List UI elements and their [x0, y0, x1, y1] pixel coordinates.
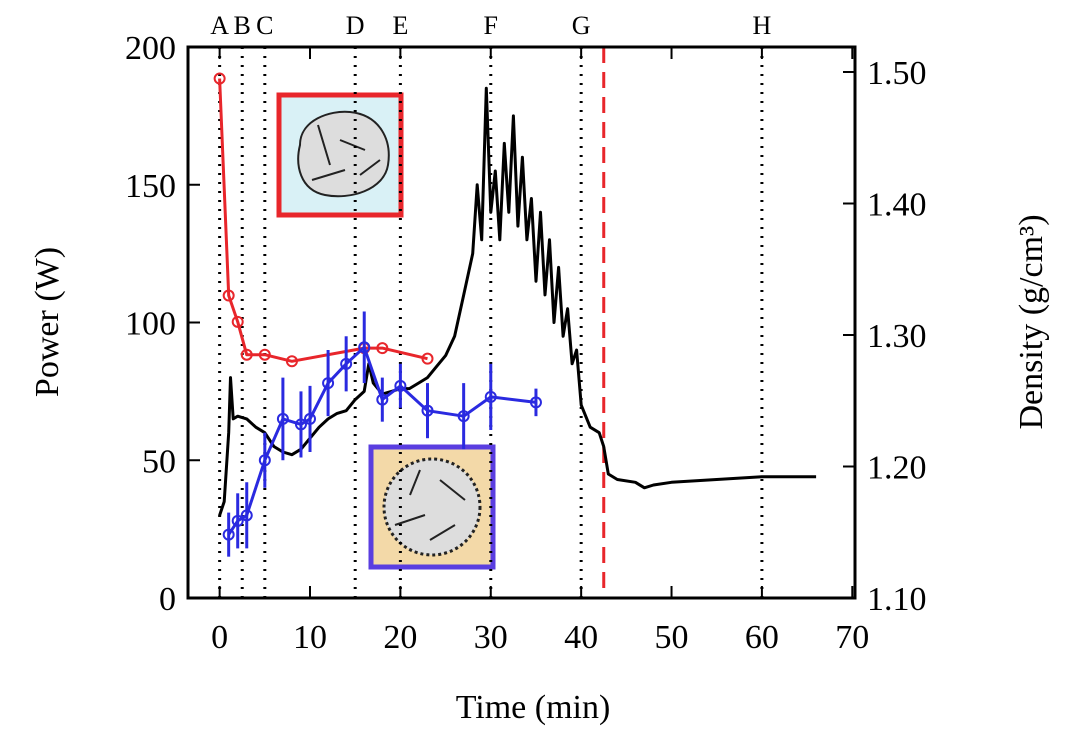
y-tick-label: 50: [142, 443, 176, 480]
marker-label: E: [392, 11, 408, 40]
x-tick-label: 20: [383, 619, 417, 656]
point: [394, 379, 407, 392]
x-tick-label: 40: [564, 619, 598, 656]
y2-tick-label: 1.10: [867, 581, 927, 618]
point: [231, 514, 244, 527]
marker-label: G: [572, 11, 591, 40]
point: [240, 509, 253, 522]
y2-tick-label: 1.50: [867, 55, 927, 92]
series-line: [218, 86, 817, 516]
x-tick-label: 30: [474, 619, 508, 656]
point: [322, 377, 335, 390]
y2-tick-label: 1.40: [867, 186, 927, 223]
point: [222, 528, 235, 541]
marker-label: B: [234, 11, 251, 40]
point: [222, 289, 235, 302]
y2-tick-label: 1.20: [867, 449, 927, 486]
y-tick-label: 0: [159, 581, 176, 618]
marker-label: F: [484, 11, 498, 40]
point: [421, 352, 434, 365]
y2-axis-title: Density (g/cm³): [1013, 214, 1050, 429]
point: [231, 315, 244, 328]
y-tick-label: 150: [125, 168, 176, 205]
point: [285, 355, 298, 368]
point: [213, 72, 226, 85]
point: [294, 418, 307, 431]
marker-label: D: [346, 11, 365, 40]
point: [421, 404, 434, 417]
marker-label: C: [256, 11, 273, 40]
series-line: [218, 78, 428, 363]
y-tick-label: 100: [125, 306, 176, 343]
y2-tick-label: 1.30: [867, 318, 927, 355]
point: [484, 390, 497, 403]
point: [258, 454, 271, 467]
point: [276, 412, 289, 425]
x-axis-title: Time (min): [456, 689, 611, 726]
series-line: [227, 345, 537, 536]
y-tick-label: 200: [125, 30, 176, 67]
point: [340, 357, 353, 370]
point: [376, 342, 389, 355]
x-tick-label: 60: [745, 619, 779, 656]
marker-label: H: [753, 11, 772, 40]
y-axis-title: Power (W): [29, 247, 66, 397]
point: [529, 396, 542, 409]
point: [376, 393, 389, 406]
point: [258, 348, 271, 361]
point: [240, 348, 253, 361]
x-tick-label: 70: [835, 619, 869, 656]
x-tick-label: 50: [655, 619, 689, 656]
point: [304, 412, 317, 425]
x-tick-label: 0: [211, 619, 228, 656]
inset-bottom: [368, 444, 496, 570]
marker-label: A: [210, 11, 229, 40]
point: [457, 410, 470, 423]
inset-top: [276, 92, 404, 218]
x-tick-label: 10: [293, 619, 327, 656]
point: [358, 341, 371, 354]
